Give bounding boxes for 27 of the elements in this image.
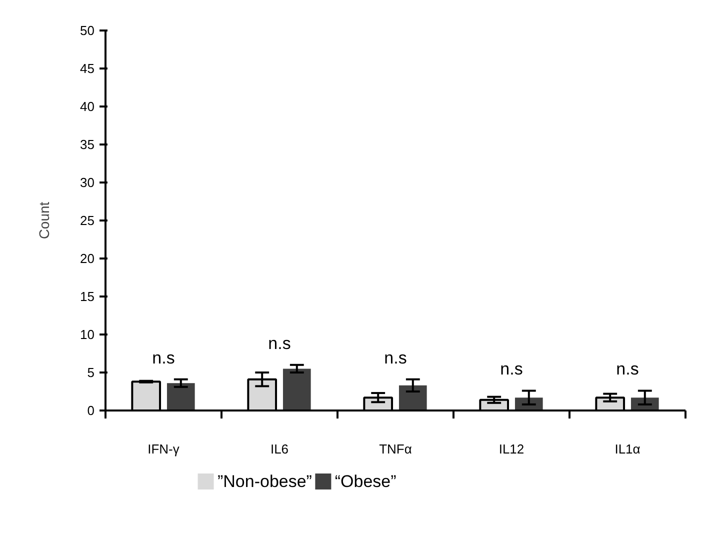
y-tick-label: 35 (80, 137, 95, 152)
bar (166, 383, 195, 410)
x-tick-label: IL12 (498, 442, 524, 456)
y-axis-title: Count (36, 202, 52, 240)
x-tick-label: IFN-γ (148, 442, 180, 456)
bar (398, 385, 427, 410)
annotation: n.s (384, 348, 407, 368)
x-tick-label: TNFα (379, 442, 412, 456)
y-tick-label: 45 (80, 61, 95, 76)
y-tick-label: 50 (80, 23, 95, 38)
y-tick-label: 25 (80, 213, 95, 228)
y-tick-label: 30 (80, 175, 95, 190)
y-tick-label: 40 (80, 99, 95, 114)
annotation: n.s (500, 360, 523, 379)
y-tick-label: 0 (87, 403, 95, 418)
x-tick-label: IL1α (614, 442, 641, 456)
annotation: n.s (152, 348, 175, 368)
y-tick-label: 20 (80, 251, 95, 266)
bar (282, 368, 311, 410)
y-tick-label: 10 (80, 327, 95, 342)
annotation: n.s (616, 360, 639, 379)
legend-label: “Obese” (334, 472, 397, 491)
legend-label: ”Non-obese” (217, 472, 312, 491)
x-tick-label: IL6 (270, 442, 289, 456)
y-tick-label: 15 (80, 289, 95, 304)
annotation: n.s (268, 334, 291, 353)
y-tick-label: 5 (87, 365, 95, 380)
